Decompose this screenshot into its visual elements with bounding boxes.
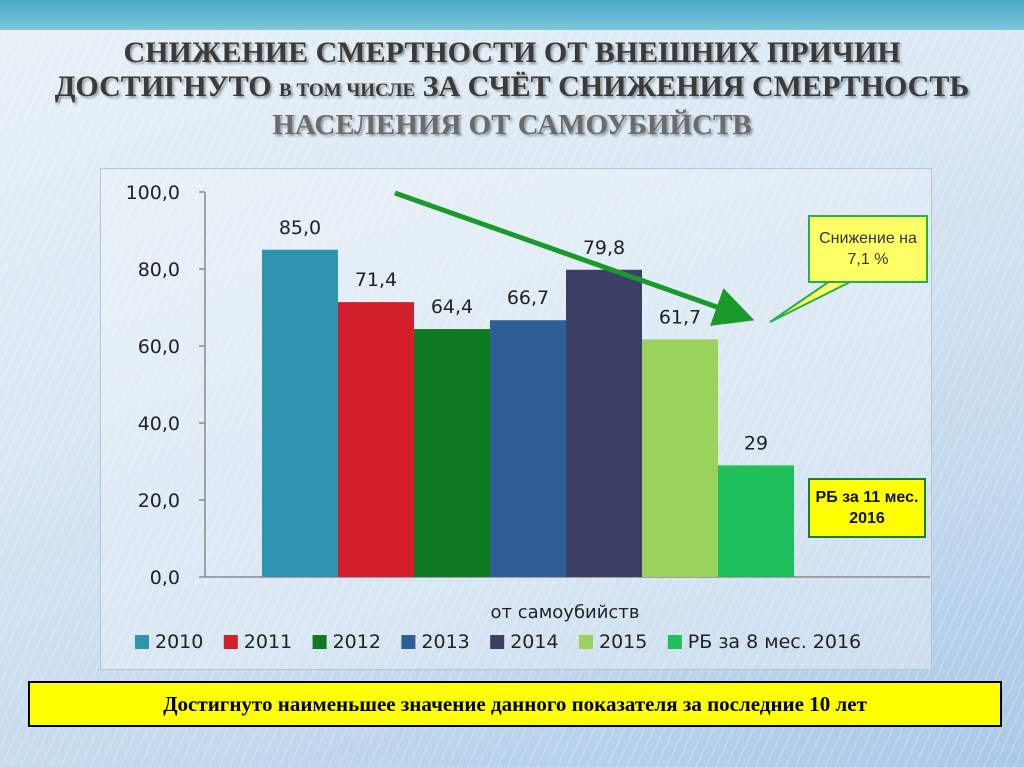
y-tick-label: 40,0	[138, 413, 180, 435]
legend-label: 2010	[155, 631, 203, 653]
bar-2013	[490, 320, 566, 577]
title-line-1: СНИЖЕНИЕ СМЕРТНОСТИ ОТ ВНЕШНИХ ПРИЧИН	[123, 36, 901, 69]
bar-2010	[262, 249, 338, 577]
title-line-3: НАСЕЛЕНИЯ ОТ САМОУБИЙСТВ	[272, 109, 752, 141]
title-line-2-part-c: ЗА СЧЁТ СНИЖЕНИЯ СМЕРТНОСТЬ	[422, 70, 970, 103]
bar-РБ за 8 мес. 2016	[718, 465, 794, 577]
legend-swatch	[223, 635, 238, 649]
data-label: 61,7	[659, 306, 701, 328]
legend-swatch	[490, 635, 505, 649]
data-label: 64,4	[431, 296, 473, 318]
data-label: 66,7	[507, 287, 549, 309]
data-label: 71,4	[355, 269, 397, 291]
y-tick-label: 0,0	[150, 567, 180, 589]
legend-swatch	[401, 635, 416, 649]
bar-2014	[566, 269, 642, 577]
legend-swatch	[667, 635, 682, 649]
data-label: 79,8	[583, 237, 625, 259]
y-tick-label: 80,0	[138, 259, 180, 281]
y-tick-label: 60,0	[138, 336, 180, 358]
legend-swatch	[579, 635, 593, 649]
legend-label: 2012	[333, 631, 381, 653]
legend-swatch	[312, 635, 327, 649]
legend-label: РБ за 8 мес. 2016	[688, 631, 861, 653]
legend-label: 2011	[244, 631, 292, 653]
legend-label: 2015	[599, 631, 647, 653]
decrease-callout: Снижение на 7,1 %	[808, 215, 928, 283]
bar-2011	[338, 302, 414, 577]
y-tick-label: 20,0	[138, 490, 180, 512]
callout-pointer	[769, 280, 853, 323]
bar-2015	[642, 339, 718, 577]
legend-label: 2014	[510, 631, 558, 653]
data-label: 85,0	[279, 217, 321, 239]
legend-swatch	[135, 635, 149, 649]
x-axis-label: от самоубийств	[491, 602, 640, 623]
top-accent-bar	[0, 0, 1024, 30]
slide-title: СНИЖЕНИЕ СМЕРТНОСТИ ОТ ВНЕШНИХ ПРИЧИН ДО…	[20, 36, 1004, 142]
title-line-2-part-a: ДОСТИГНУТО	[54, 70, 272, 103]
title-line-2-part-b: В ТОМ ЧИСЛЕ	[279, 80, 416, 101]
legend-label: 2013	[421, 631, 469, 653]
bar-2012	[414, 329, 490, 577]
rb-11-months-callout: РБ за 11 мес. 2016	[808, 478, 926, 538]
trend-arrow	[394, 190, 755, 326]
footer-note: Достигнуто наименьшее значение данного п…	[28, 681, 1002, 727]
title-line-2: ДОСТИГНУТО В ТОМ ЧИСЛЕ ЗА СЧЁТ СНИЖЕНИЯ …	[20, 70, 1004, 108]
data-label: 29	[744, 432, 768, 454]
y-tick-label: 100,0	[126, 182, 180, 204]
